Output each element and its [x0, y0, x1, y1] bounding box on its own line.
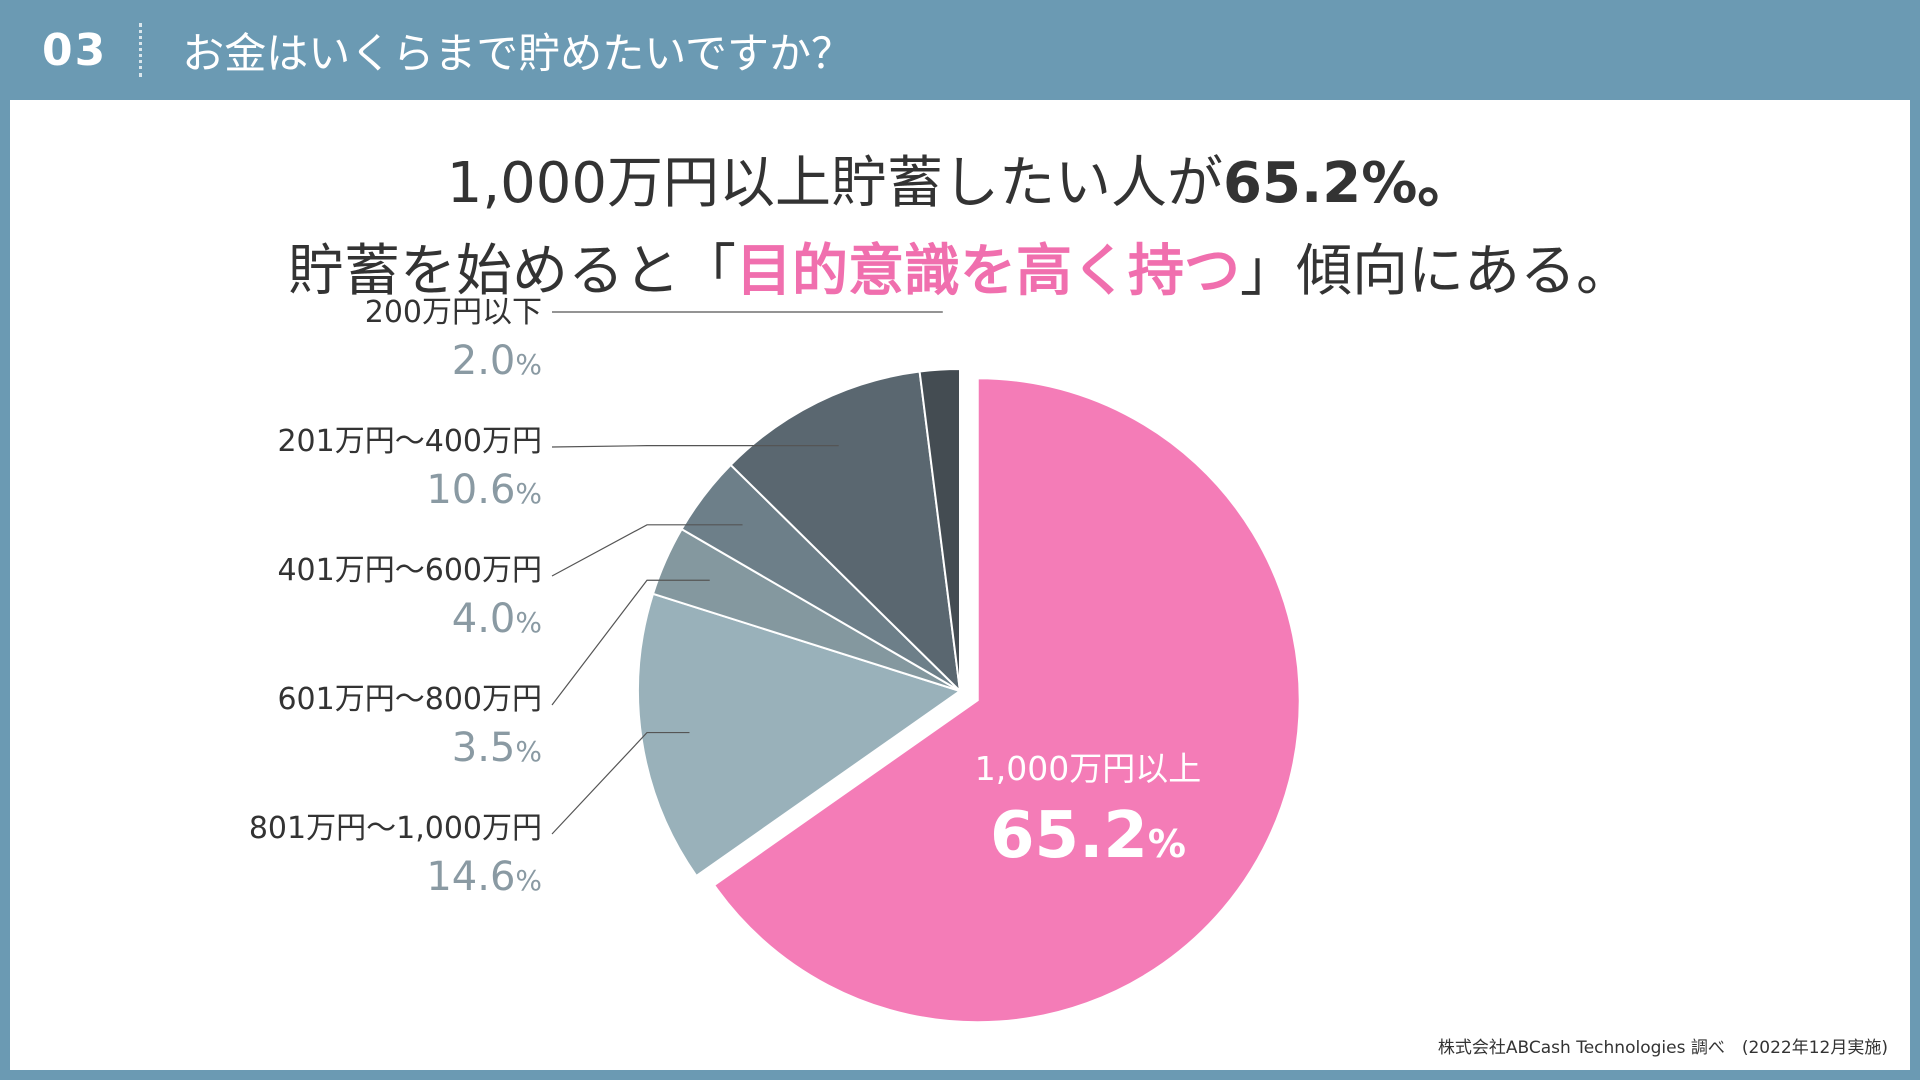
slice-3-label: 401万円～600万円	[277, 553, 542, 588]
slice-2-value: 3.5%	[452, 725, 542, 771]
slice-1-wedge	[637, 592, 963, 878]
slice-4-label: 201万円～400万円	[277, 424, 542, 459]
slice-1-label: 801万円～1,000万円	[249, 811, 542, 846]
slice-labels: 1,000万円以上 65.2% 200万円以下 2.0% 201万円～400万円 10.6…	[249, 295, 1201, 900]
slice-0-value: 65.2%	[990, 799, 1186, 873]
pie-chart: 1,000万円以上 65.2% 200万円以下 2.0% 201万円～400万円 10.6…	[249, 295, 1301, 1024]
page-title: お金はいくらまで貯めたいですか？	[182, 28, 853, 78]
slice-1-value: 14.6%	[426, 854, 542, 900]
headline: 1,000万円以上貯蓄したい人が65.2%。 貯蓄を始めると「目的意識を高く持つ…	[10, 140, 1910, 316]
slice-2-leader	[551, 579, 710, 706]
slice-0-wedge	[712, 377, 1301, 1024]
slice-1-leader	[551, 731, 690, 835]
headline-line-2-suffix: 」傾向にある。	[1240, 239, 1632, 304]
headline-line-1: 1,000万円以上貯蓄したい人が65.2%。	[10, 140, 1910, 228]
headline-line-2-prefix: 貯蓄を始めると「	[288, 239, 736, 304]
slice-5-label: 200万円以下	[365, 295, 542, 330]
pie-slices	[637, 367, 1301, 1024]
section-number: 03	[42, 24, 108, 76]
slice-2-label: 601万円～800万円	[277, 682, 542, 717]
headline-line-1-prefix: 1,000万円以上貯蓄したい人が	[446, 151, 1224, 216]
header-bar: 03 お金はいくらまで貯めたいですか？	[0, 0, 1920, 100]
leader-lines	[551, 311, 943, 835]
headline-line-2: 貯蓄を始めると「目的意識を高く持つ」傾向にある。	[10, 228, 1910, 316]
slice-5-value: 2.0%	[452, 338, 542, 384]
header-divider	[139, 23, 143, 77]
headline-line-1-unit: %。	[1361, 151, 1474, 216]
slice-4-value: 10.6%	[426, 467, 542, 513]
slice-4-leader	[551, 445, 839, 448]
headline-line-1-value: 65.2	[1223, 151, 1362, 216]
slice-3-value: 4.0%	[452, 596, 542, 642]
slice-3-leader	[551, 524, 743, 577]
slice-0-label: 1,000万円以上	[975, 749, 1201, 788]
slice-4-wedge	[729, 370, 962, 694]
source-note: 株式会社ABCash Technologies 調べ (2022年12月実施)	[1437, 1038, 1888, 1058]
headline-line-2-highlight: 目的意識を高く持つ	[736, 239, 1240, 304]
content-panel: 1,000万円以上貯蓄したい人が65.2%。 貯蓄を始めると「目的意識を高く持つ…	[10, 100, 1910, 1070]
slice-5-wedge	[918, 367, 961, 692]
